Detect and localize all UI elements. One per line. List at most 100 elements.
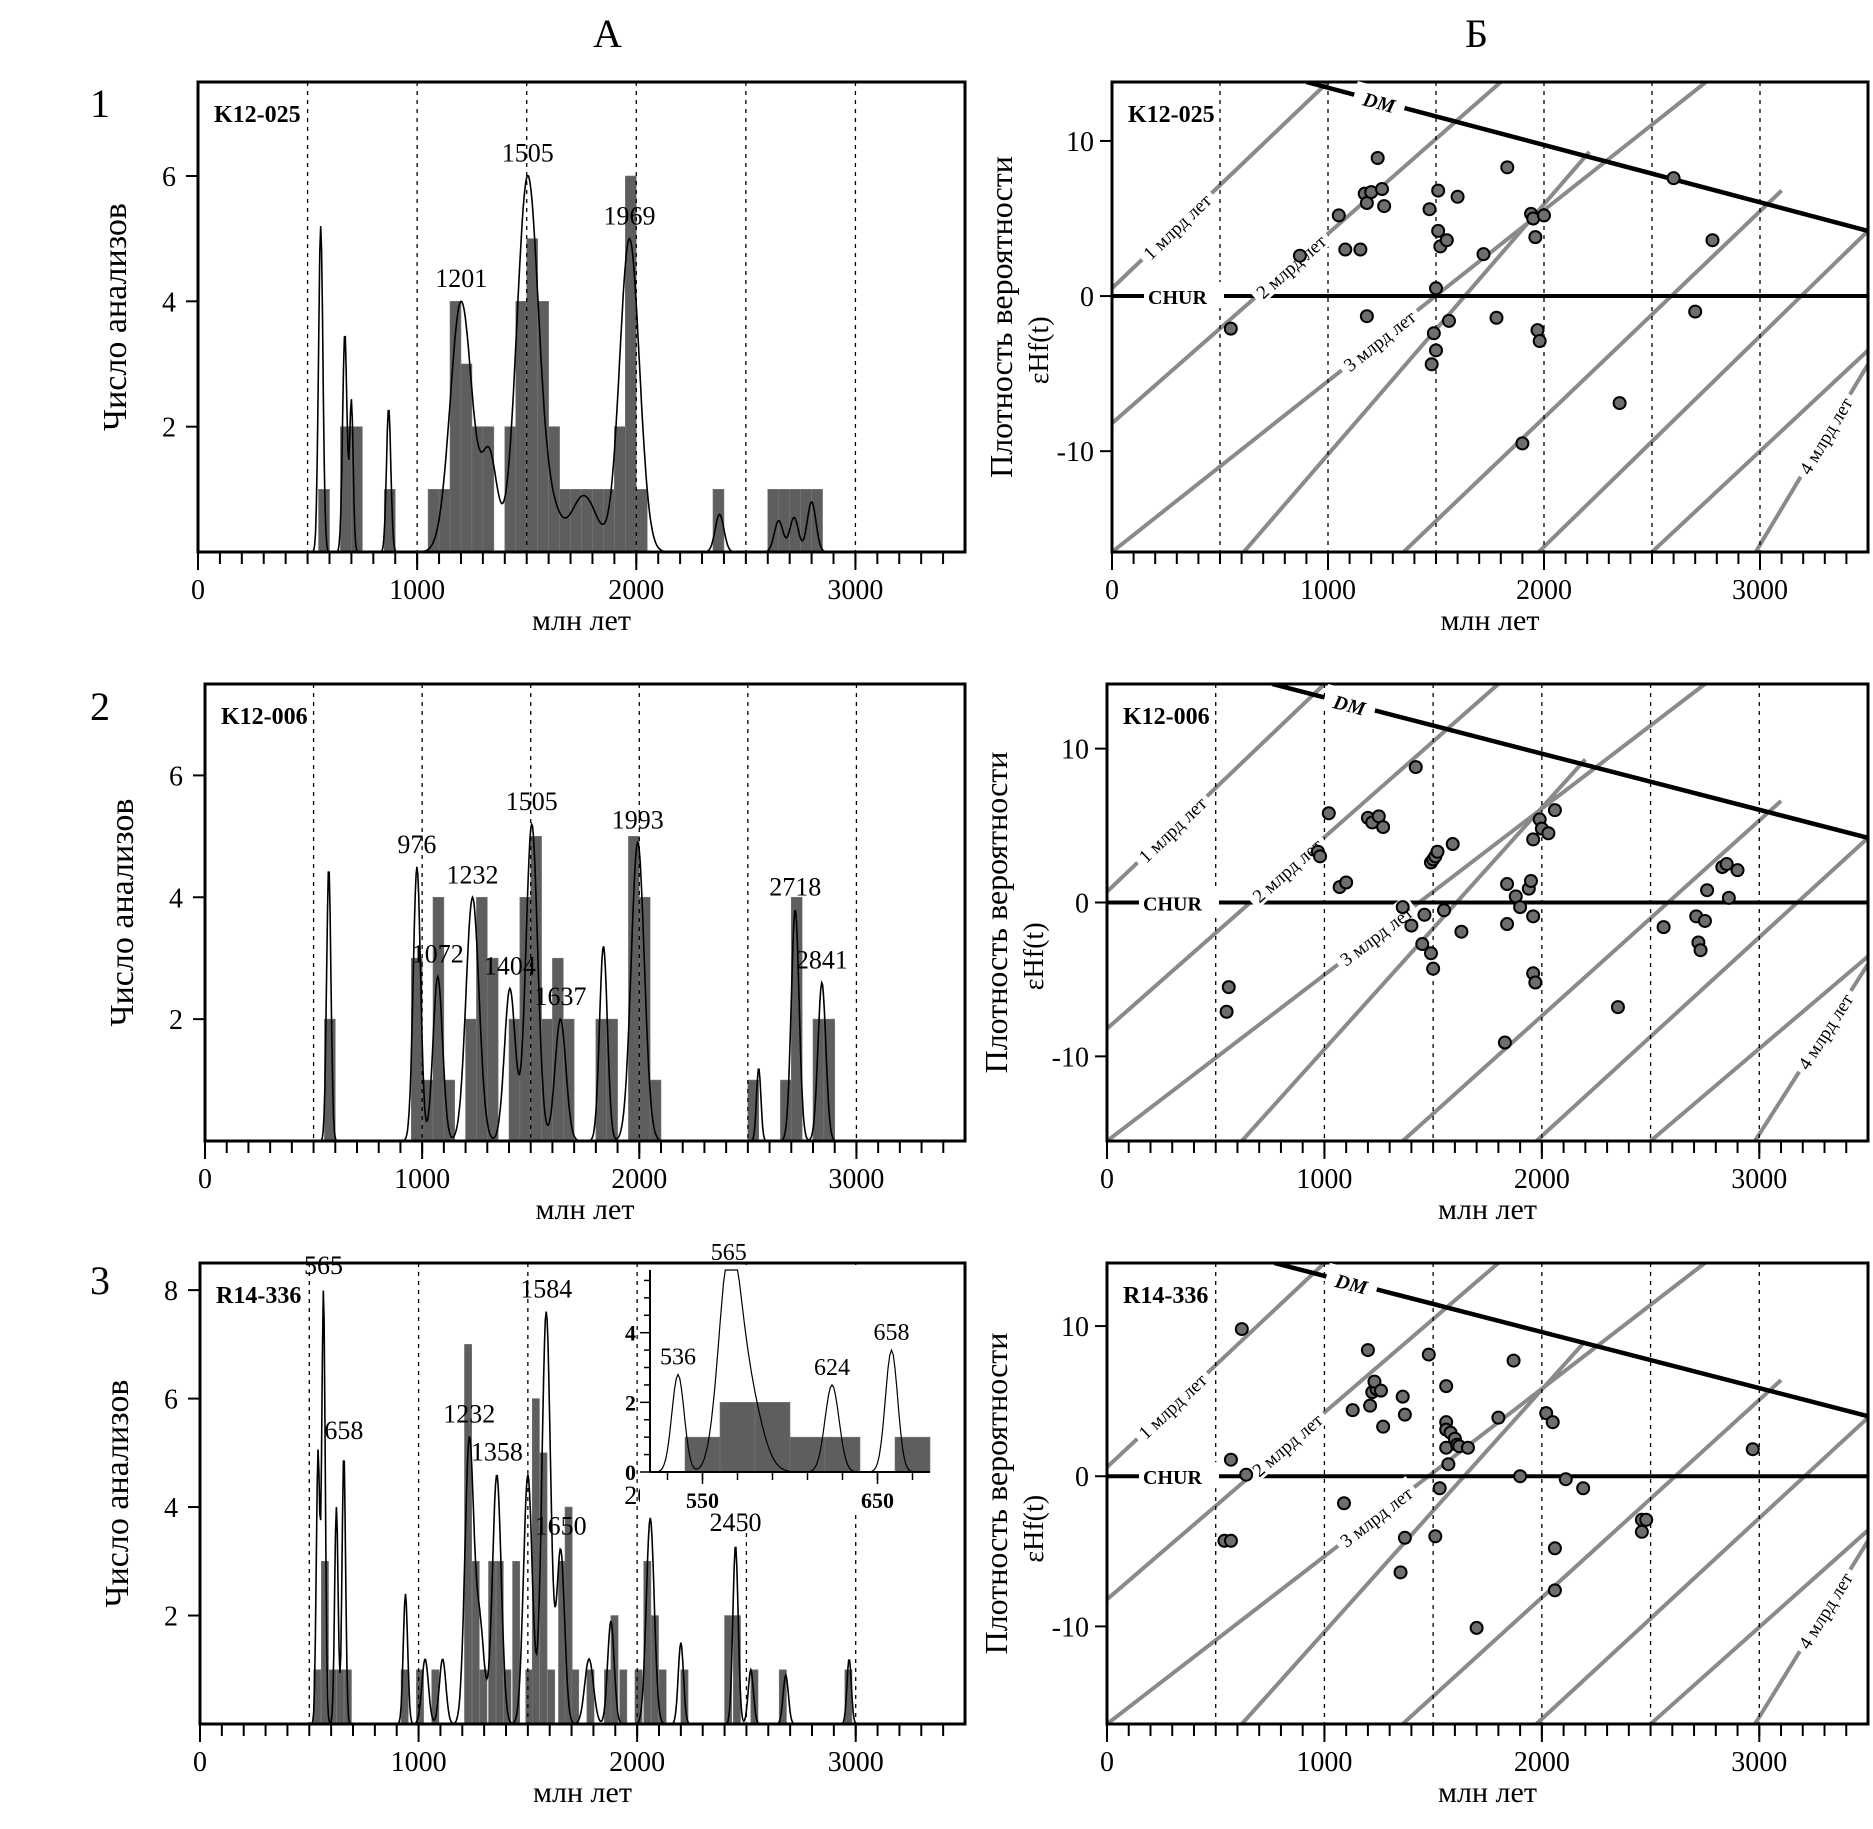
data-point (1428, 1529, 1443, 1544)
data-point (1437, 903, 1452, 918)
y-axis-label-outer: Плотность вероятности (978, 752, 1014, 1074)
histogram-bar (562, 1018, 575, 1142)
y-tick-label: 0 (1075, 1462, 1089, 1493)
data-point (1558, 1472, 1573, 1487)
data-point (1497, 1035, 1512, 1050)
data-point (1705, 233, 1720, 248)
column-title-a: А (593, 11, 622, 56)
y-tick-label: 10 (1066, 127, 1094, 158)
x-tick-label: 2000 (609, 1747, 665, 1778)
model-age-label: 2 млрд лет (1249, 1409, 1328, 1481)
crustal-evolution-line (1649, 954, 1868, 1141)
peak-age-label: 1358 (471, 1437, 523, 1466)
model-label-bg (1788, 387, 1859, 482)
x-axis-label: млн лет (533, 1776, 632, 1809)
data-point (1523, 873, 1538, 888)
data-point (1441, 313, 1456, 328)
plot-frame (203, 682, 967, 1143)
data-point (1404, 918, 1419, 933)
histogram-bar (471, 1560, 480, 1725)
y-tick-label: 0 (1080, 282, 1094, 313)
data-point (1547, 1541, 1562, 1556)
sample-label: K12-025 (214, 102, 301, 128)
row-number-2: 2 (90, 684, 110, 729)
data-point (1321, 806, 1336, 821)
data-point (1415, 937, 1430, 952)
panel-3a: 0 1000 2000 3000 млн лет R14-336 2 4 6 8 Число ана… (99, 1240, 967, 1809)
model-age-label: 1 млрд лет (1135, 793, 1212, 868)
data-point (1634, 1524, 1649, 1539)
data-point (1526, 909, 1541, 924)
x-axis-label: млн лет (532, 604, 631, 637)
chur-label: CHUR (1143, 1467, 1202, 1489)
row-number-3: 3 (90, 1258, 110, 1303)
data-point (1666, 171, 1681, 186)
peak-age-label: 1650 (535, 1512, 587, 1541)
data-point (1500, 160, 1515, 175)
panel-1a: 0 1000 2000 3000 млн лет K12-025 2 4 6 Число анал… (97, 80, 967, 637)
model-label-bg (1787, 1562, 1859, 1657)
data-point (1422, 202, 1437, 217)
x-tick-label: 0 (191, 575, 205, 606)
x-tick-label: 1000 (1296, 1747, 1352, 1778)
x-axis-label: млн лет (1438, 1776, 1537, 1809)
sample-label: K12-006 (1123, 704, 1210, 730)
peak-age-label: 1232 (447, 860, 499, 889)
histogram-bar (525, 1669, 534, 1725)
data-point (1439, 233, 1454, 248)
data-point (1515, 436, 1530, 451)
data-point (1376, 1419, 1391, 1434)
model-label-bg (1329, 895, 1421, 973)
inset-bar (754, 1402, 791, 1473)
histogram-bar (619, 1669, 628, 1725)
data-point (1336, 1496, 1351, 1511)
data-point (1719, 857, 1734, 872)
data-point (1454, 924, 1469, 939)
data-point (1693, 943, 1708, 958)
x-tick-label: 1000 (1300, 575, 1356, 606)
data-point (1500, 917, 1515, 932)
y-tick-label: -10 (1052, 1042, 1089, 1073)
data-point (1313, 849, 1328, 864)
crustal-evolution-line (1535, 836, 1868, 1141)
x-axis-label: млн лет (1441, 604, 1540, 637)
data-point (1370, 151, 1385, 166)
data-point (1376, 820, 1391, 835)
data-point (1363, 1398, 1378, 1413)
data-point (1506, 1353, 1521, 1368)
crustal-evolution-line (1401, 799, 1783, 1141)
data-point (1431, 223, 1446, 238)
peak-age-label: 1232 (443, 1399, 495, 1428)
model-age-label: 4 млрд лет (1794, 990, 1858, 1074)
data-point (1656, 920, 1671, 935)
peak-age-label: 1969 (603, 202, 655, 231)
data-point (1417, 907, 1432, 922)
histogram-bar (531, 1398, 540, 1725)
peak-age-label: 565 (304, 1251, 343, 1280)
x-tick-label: 3000 (828, 1164, 884, 1195)
histogram-bar (548, 426, 560, 553)
y-axis-label: Число анализов (104, 799, 141, 1027)
data-point (1377, 199, 1392, 214)
histogram-bar (559, 489, 571, 553)
histogram-bar (634, 1669, 643, 1725)
chur-label-bg (1139, 1462, 1219, 1489)
model-age-label: 4 млрд лет (1795, 1569, 1858, 1653)
data-point (1423, 946, 1438, 961)
plot-frame (1110, 80, 1870, 554)
data-point (1426, 326, 1441, 341)
x-tick-label: 1000 (394, 1164, 450, 1195)
plot-frame (1105, 1261, 1870, 1726)
peak-age-label: 1993 (612, 805, 664, 834)
data-point (1721, 890, 1736, 905)
histogram-bar (811, 489, 823, 553)
x-tick-label: 2000 (1516, 575, 1572, 606)
crustal-evolution-line (1537, 229, 1868, 552)
data-point (1432, 1481, 1447, 1496)
dm-label-bg (1323, 1262, 1381, 1302)
x-tick-label: 2000 (611, 1164, 667, 1195)
x-tick-label: 0 (1100, 1747, 1114, 1778)
panel-1b: 0 1000 2000 3000 млн лет K12-025 1 млрд лет 2 м… (983, 80, 1870, 637)
x-tick-label: 0 (1100, 1164, 1114, 1195)
